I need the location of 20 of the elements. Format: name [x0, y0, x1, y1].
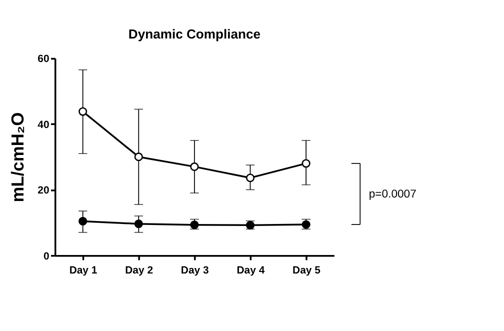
point	[78, 107, 88, 116]
x-tick-label: Day 4	[236, 265, 265, 276]
point	[134, 152, 143, 162]
chart-title: Dynamic Compliance	[128, 26, 261, 42]
text: p=0.0007	[368, 188, 416, 200]
x-tick-label: Day 2	[125, 265, 154, 276]
point	[190, 162, 199, 171]
y-tick-label: 60	[38, 54, 50, 66]
x-tick-label: Day 5	[292, 265, 321, 276]
point	[134, 220, 143, 228]
point	[246, 174, 255, 182]
x-tick-label: Day 3	[180, 265, 210, 276]
y-axis-title: mL/cmH₂O	[8, 112, 28, 202]
point	[302, 159, 310, 168]
y-tick-label: 0	[43, 251, 50, 262]
point	[190, 220, 199, 230]
y-tick-label: 20	[38, 186, 50, 197]
point	[78, 216, 88, 226]
y-tick-label: 40	[38, 120, 50, 131]
x-tick-label: Day 1	[69, 265, 98, 276]
